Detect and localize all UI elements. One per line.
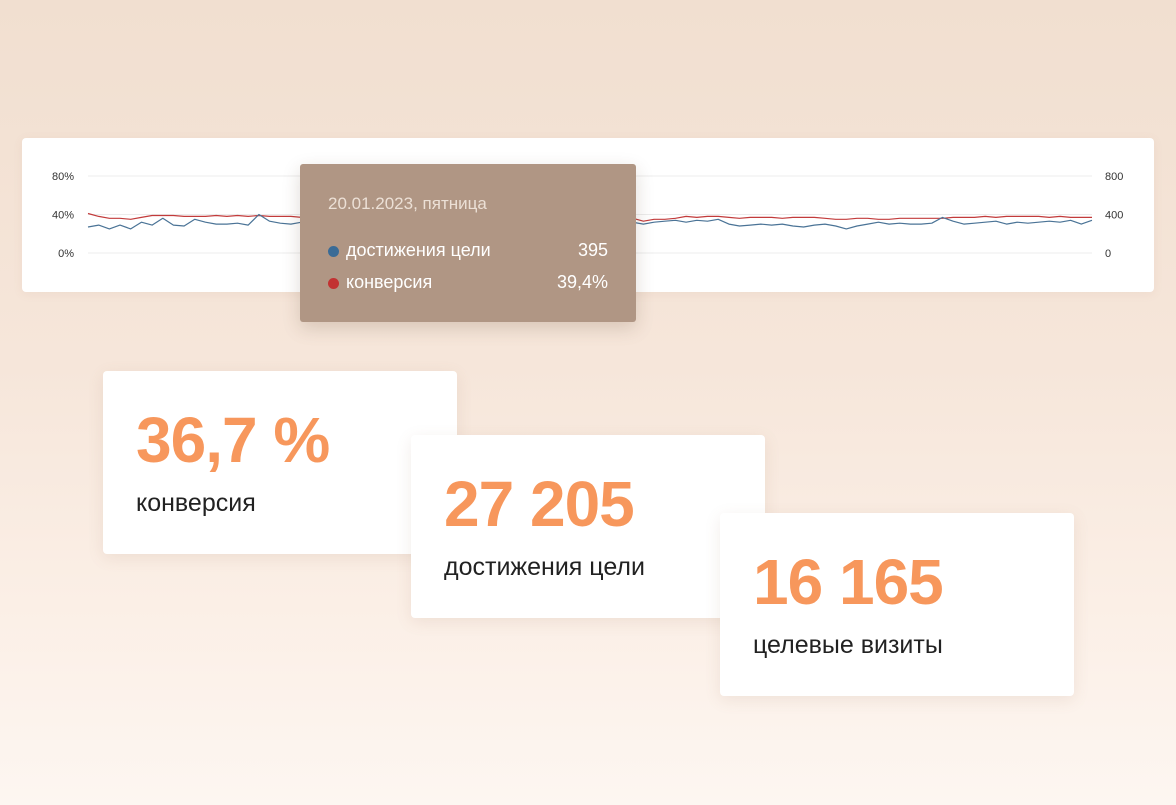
right-tick-label: 400 (1105, 210, 1123, 222)
stat-card-conversion: 36,7 % конверсия (103, 371, 457, 554)
stat-label: целевые визиты (753, 631, 943, 659)
series-dot-icon (328, 278, 339, 289)
tooltip-row-goals: достижения цели 395 (328, 240, 608, 262)
stat-value: 27 205 (444, 468, 635, 540)
stat-label: конверсия (136, 489, 256, 517)
tooltip-conversion-value: 39,4% (556, 272, 608, 292)
right-tick-label: 0 (1105, 248, 1111, 260)
stat-card-goals: 27 205 достижения цели (411, 435, 765, 618)
stat-value: 16 165 (753, 546, 944, 618)
tooltip-row-conversion: конверсия 39,4% (328, 272, 608, 294)
tooltip-goals-value: 395 (577, 240, 608, 260)
tooltip-date: 20.01.2023, пятница (328, 194, 487, 213)
series-dot-icon (328, 246, 339, 257)
left-tick-label: 80% (52, 171, 74, 183)
stat-card-visits: 16 165 целевые визиты (720, 513, 1074, 696)
tooltip-conversion-label: конверсия (346, 272, 433, 292)
stat-label: достижения цели (444, 553, 645, 581)
left-tick-label: 0% (58, 248, 74, 260)
left-tick-label: 40% (52, 210, 74, 222)
tooltip-goals-label: достижения цели (346, 240, 491, 260)
right-tick-label: 800 (1105, 171, 1123, 183)
stat-value: 36,7 % (136, 404, 330, 476)
chart-tooltip: 20.01.2023, пятница достижения цели 395 … (300, 164, 636, 322)
